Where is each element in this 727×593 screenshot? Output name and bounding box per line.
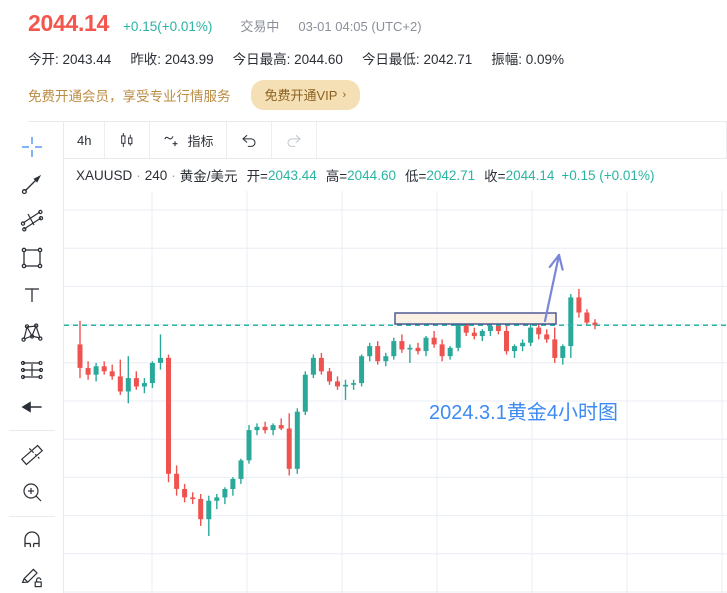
- quote-stats-row: 今开: 2043.44 昨收: 2043.99 今日最高: 2044.60 今日最低:…: [28, 48, 727, 68]
- zoom-in-tool[interactable]: [12, 474, 52, 511]
- undo-button[interactable]: [227, 122, 273, 158]
- chart-shell: 4h 指标: [0, 122, 727, 593]
- quote-stat: 振幅: 0.09%: [491, 52, 565, 67]
- lock-drawings-tool[interactable]: [12, 559, 52, 593]
- chart-type-button[interactable]: [105, 122, 151, 158]
- price-change: +0.15(+0.01%): [123, 19, 213, 34]
- rectangle-tool[interactable]: [12, 240, 52, 277]
- symbol-legend: XAUUSD · 240 · 黄金/美元 开= 2043.44 高= 2044.60…: [64, 159, 727, 191]
- toolbar-divider-2: [8, 515, 55, 517]
- indicators-button[interactable]: 指标: [150, 122, 228, 158]
- timeframe-label: 4h: [77, 132, 92, 148]
- pitchfork-tool[interactable]: [12, 314, 52, 351]
- rectangle-annotation: [394, 312, 557, 325]
- quote-stat: 昨收: 2043.99: [130, 52, 214, 67]
- vip-promo-text: 免费开通会员，享受专业行情服务: [28, 89, 231, 104]
- magnet-tool[interactable]: [12, 522, 52, 559]
- timeframe-selector[interactable]: 4h: [64, 122, 106, 158]
- candle-series: [77, 289, 598, 536]
- chart-right-panel: 4h 指标: [64, 122, 727, 593]
- toolbar-spacer: [317, 122, 727, 158]
- quote-timestamp: 03-01 04:05 (UTC+2): [298, 19, 422, 34]
- fib-retracement-tool[interactable]: [12, 351, 52, 388]
- legend-low-value: 2042.71: [426, 167, 476, 183]
- arrow-marker-tool[interactable]: [12, 388, 52, 425]
- parallel-channel-tool[interactable]: [12, 202, 52, 239]
- legend-open-value: 2043.44: [267, 167, 317, 183]
- legend-close-label: 收=: [484, 169, 506, 184]
- legend-low-label: 低=: [404, 169, 427, 184]
- legend-close-value: 2044.14: [505, 167, 555, 183]
- redo-button[interactable]: [272, 122, 318, 158]
- quote-header: 2044.14 +0.15(+0.01%) 交易中 03-01 04:05 (U…: [0, 0, 727, 122]
- candlestick-svg: [64, 191, 727, 593]
- text-tool[interactable]: [12, 277, 52, 314]
- legend-description: 黄金/美元: [179, 169, 238, 184]
- chart-grid: [64, 191, 727, 593]
- legend-sep-1: ·: [136, 167, 141, 183]
- market-status: 交易中: [240, 19, 280, 34]
- legend-change: +0.15 (+0.01%): [561, 167, 655, 183]
- chart-toolbar: 4h 指标: [64, 122, 727, 159]
- last-price: 2044.14: [28, 10, 110, 36]
- measure-ruler-tool[interactable]: [12, 436, 52, 473]
- legend-high-value: 2044.60: [347, 167, 396, 183]
- quote-stat: 今日最低: 2042.71: [361, 52, 473, 67]
- legend-open-label: 开=: [246, 169, 268, 184]
- quote-stat: 今日最高: 2044.60: [232, 52, 343, 67]
- legend-sep-2: ·: [171, 167, 176, 183]
- indicators-label: 指标: [187, 133, 214, 149]
- vip-promo-row: 免费开通会员，享受专业行情服务 免费开通VIP ›: [28, 80, 727, 110]
- legend-interval: 240: [144, 167, 168, 183]
- quote-stat: 今开: 2043.44: [28, 52, 112, 67]
- candlestick-plot-area[interactable]: 2024.3.1黄金4小时图: [64, 191, 727, 593]
- toolbar-divider: [8, 430, 55, 432]
- trend-line-tool[interactable]: [12, 165, 52, 202]
- arrow-annotation: [543, 253, 564, 323]
- legend-symbol: XAUUSD: [76, 167, 133, 183]
- price-row: 2044.14 +0.15(+0.01%) 交易中 03-01 04:05 (U…: [28, 10, 727, 40]
- chevron-right-icon: ›: [342, 88, 347, 101]
- open-vip-button-label: 免费开通VIP: [264, 88, 338, 103]
- drawing-toolbar: [0, 122, 64, 593]
- open-vip-button[interactable]: 免费开通VIP ›: [250, 80, 361, 110]
- legend-high-label: 高=: [325, 169, 348, 184]
- header-divider: [28, 121, 727, 122]
- crosshair-tool[interactable]: [12, 128, 52, 165]
